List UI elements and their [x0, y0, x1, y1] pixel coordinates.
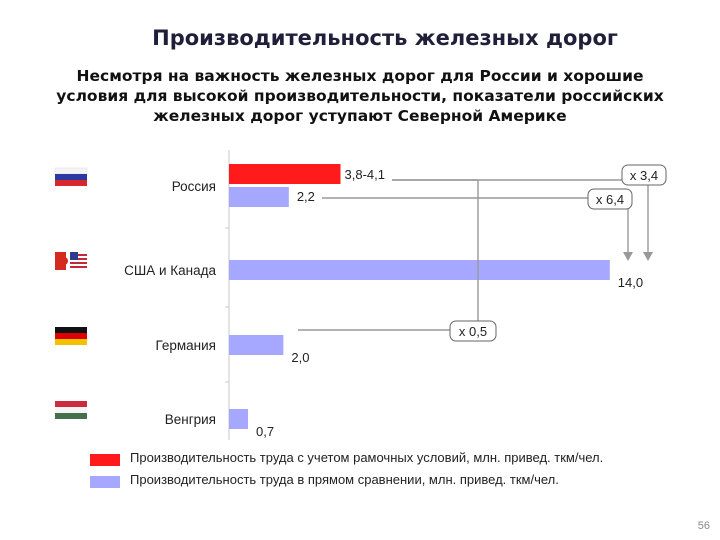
chart: Россия США и Канада Германия Венгрия 3,8-4,1…: [54, 150, 667, 440]
legend-label-red: Производительность труда с учетом рамочн…: [130, 450, 604, 465]
bar-lavender: [229, 335, 284, 355]
bar-lavender: [229, 260, 610, 280]
arrow-head-x64: [623, 252, 633, 261]
multiplier-x64-box: [587, 188, 633, 210]
russia-flag: [54, 167, 88, 186]
legend-label-lavender: Производительность труда в прямом сравне…: [130, 472, 559, 487]
multiplier-x05-box: [449, 320, 497, 342]
connector-x64: [322, 197, 629, 252]
data-label-lavender: 14,0: [618, 275, 643, 290]
legend-item-red: Производительность труда с учетом рамочн…: [90, 450, 690, 472]
slide-title: Производительность железных дорог: [152, 26, 618, 50]
page-number: 56: [697, 520, 710, 532]
data-label-lavender: 2,0: [291, 350, 309, 365]
multiplier-x05-label: x 0,5: [459, 324, 487, 339]
legend-swatch-lavender: [90, 476, 120, 488]
multiplier-x34-label: x 3,4: [630, 168, 658, 183]
germany-flag: [55, 327, 87, 345]
data-label-red: 3,8-4,1: [345, 167, 385, 182]
arrow-head-x34: [643, 252, 653, 261]
category-label: Германия: [155, 338, 216, 353]
data-label-lavender: 0,7: [256, 424, 274, 439]
legend: Производительность труда с учетом рамочн…: [90, 450, 690, 494]
multiplier-x64-label: x 6,4: [596, 192, 624, 207]
bar-lavender: [229, 409, 249, 429]
connector-x05: [298, 179, 479, 331]
slide-subtitle: Несмотря на важность железных дорог для …: [56, 67, 664, 125]
category-label: Россия: [172, 179, 216, 194]
data-label-lavender: 2,2: [297, 189, 315, 204]
usa-canada-flag: [55, 252, 87, 270]
hungary-flag: [55, 401, 87, 419]
bar-lavender: [229, 187, 289, 207]
category-label: США и Канада: [124, 263, 216, 278]
multiplier-x34-box: [621, 164, 667, 186]
bar-red: [229, 164, 341, 184]
legend-item-lavender: Производительность труда в прямом сравне…: [90, 472, 690, 494]
category-label: Венгрия: [165, 412, 216, 427]
legend-swatch-red: [90, 454, 120, 466]
